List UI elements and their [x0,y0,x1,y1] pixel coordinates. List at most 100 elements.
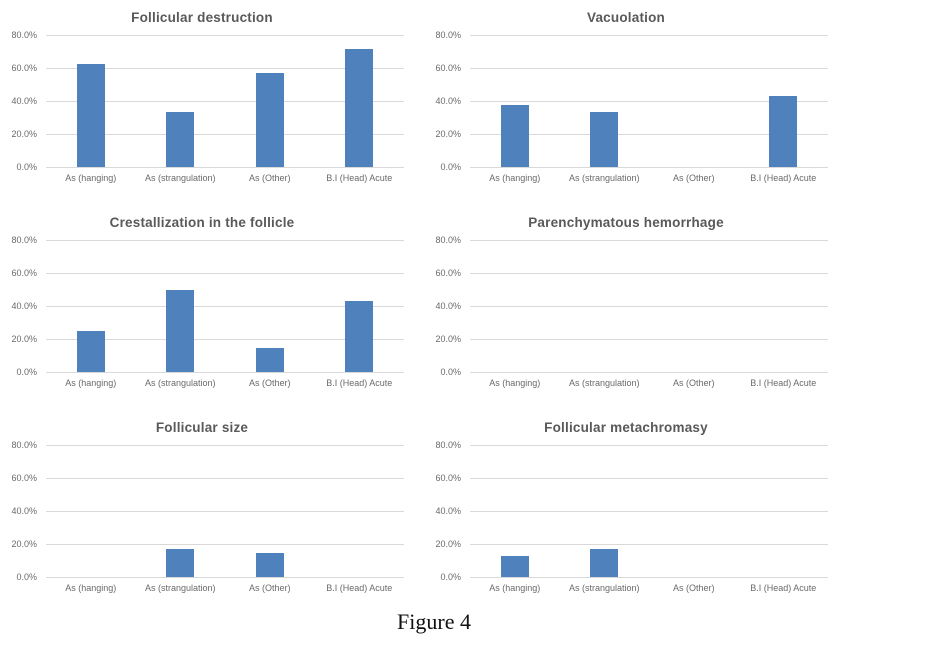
chart-title: Crestallization in the follicle [109,215,295,230]
bar-as-hanging [76,63,105,167]
y-axis: 80.0% 60.0% 40.0% 20.0% 0.0% [0,235,46,377]
y-axis-tick-label: 80.0% [435,440,461,450]
x-axis-category-label: As (Other) [672,173,715,183]
x-axis: As (hanging) As (strangulation) As (Other)… [46,577,404,593]
y-axis-tick-label: 20.0% [435,539,461,549]
y-axis-tick-label: 60.0% [435,63,461,73]
gridline [470,544,828,545]
y-axis-tick-label: 0.0% [16,162,37,172]
bar-as-hanging [500,556,529,577]
x-axis-category-label: As (hanging) [489,583,541,593]
chart-plot-area: 80.0% 60.0% 40.0% 20.0% 0.0% [424,235,828,377]
gridline [470,134,828,135]
gridline [46,134,404,135]
gridline [46,511,404,512]
gridline [470,511,828,512]
gridline [46,372,404,373]
bar-b-i-head-acute [769,96,798,167]
x-axis-category-label: As (Other) [248,378,291,388]
x-axis-category-label: As (hanging) [65,173,117,183]
y-axis-tick-label: 80.0% [11,30,37,40]
x-axis-category-label: As (hanging) [65,583,117,593]
bar-as-strangulation [166,289,195,372]
figure-caption: Figure 4 [397,609,471,634]
chart-crestallization-in-the-follicle: Crestallization in the follicle 80.0% 60.0… [0,213,404,388]
y-axis: 80.0% 60.0% 40.0% 20.0% 0.0% [0,440,46,582]
gridline [46,167,404,168]
gridline [470,167,828,168]
gridline [46,577,404,578]
gridline [46,306,404,307]
y-axis-tick-label: 40.0% [11,96,37,106]
chart-title: Vacuolation [587,10,665,25]
gridline [470,35,828,36]
gridline [46,68,404,69]
gridline [470,101,828,102]
x-axis: As (hanging) As (strangulation) As (Other)… [470,577,828,593]
bar-as-strangulation [166,112,195,167]
y-axis-tick-label: 20.0% [435,334,461,344]
y-axis-tick-label: 80.0% [11,235,37,245]
y-axis-tick-label: 40.0% [11,301,37,311]
chart-follicular-destruction: Follicular destruction 80.0% 60.0% 40.0% 20.… [0,8,404,183]
plot [470,445,828,578]
y-axis: 80.0% 60.0% 40.0% 20.0% 0.0% [424,440,470,582]
y-axis-tick-label: 40.0% [11,506,37,516]
x-axis-category-label: B.I (Head) Acute [750,173,817,183]
y-axis-tick-label: 40.0% [435,96,461,106]
x-axis-category-label: As (strangulation) [568,378,640,388]
chart-title: Follicular size [155,420,249,435]
x-axis-category-label: As (hanging) [489,173,541,183]
gridline [46,339,404,340]
gridline [46,240,404,241]
y-axis-tick-label: 0.0% [16,367,37,377]
x-axis-category-label: As (strangulation) [568,583,640,593]
x-axis-category-label: B.I (Head) Acute [750,583,817,593]
x-axis-category-label: As (strangulation) [144,583,216,593]
bar-as-hanging [76,330,105,372]
x-axis-category-label: As (Other) [248,583,291,593]
chart-follicular-metachromasy: Follicular metachromasy 80.0% 60.0% 40.0% 20… [424,418,828,593]
y-axis-tick-label: 80.0% [435,235,461,245]
figure-grid: Follicular destruction 80.0% 60.0% 40.0% 20.… [0,8,929,593]
plot [46,240,404,373]
y-axis-tick-label: 80.0% [435,30,461,40]
chart-plot-area: 80.0% 60.0% 40.0% 20.0% 0.0% [424,440,828,582]
plot [470,240,828,373]
x-axis: As (hanging) As (strangulation) As (Other)… [46,167,404,183]
x-axis-category-label: B.I (Head) Acute [750,378,817,388]
x-axis-category-label: B.I (Head) Acute [326,583,393,593]
plot [46,445,404,578]
chart-title: Follicular destruction [131,10,273,25]
gridline [46,445,404,446]
bar-b-i-head-acute [345,301,374,372]
chart-title: Follicular metachromasy [544,420,708,435]
y-axis-tick-label: 0.0% [16,572,37,582]
y-axis-tick-label: 20.0% [11,539,37,549]
bar-as-hanging [500,105,529,167]
bar-b-i-head-acute [345,49,374,167]
x-axis-category-label: As (strangulation) [144,173,216,183]
plot [46,35,404,168]
chart-plot-area: 80.0% 60.0% 40.0% 20.0% 0.0% [0,440,404,582]
chart-vacuolation: Vacuolation 80.0% 60.0% 40.0% 20.0% 0.0% As (h… [424,8,828,183]
y-axis-tick-label: 20.0% [435,129,461,139]
gridline [46,101,404,102]
gridline [470,240,828,241]
x-axis-category-label: B.I (Head) Acute [326,173,393,183]
chart-plot-area: 80.0% 60.0% 40.0% 20.0% 0.0% [0,235,404,377]
x-axis-category-label: B.I (Head) Acute [326,378,393,388]
gridline [470,445,828,446]
x-axis: As (hanging) As (strangulation) As (Other)… [470,372,828,388]
x-axis-category-label: As (Other) [672,378,715,388]
x-axis: As (hanging) As (strangulation) As (Other)… [470,167,828,183]
y-axis-tick-label: 20.0% [11,129,37,139]
gridline [46,478,404,479]
chart-plot-area: 80.0% 60.0% 40.0% 20.0% 0.0% [0,30,404,172]
gridline [470,339,828,340]
chart-plot-area: 80.0% 60.0% 40.0% 20.0% 0.0% [424,30,828,172]
chart-parenchymatous-hemorrhage: Parenchymatous hemorrhage 80.0% 60.0% 40.0%… [424,213,828,388]
gridline [46,544,404,545]
gridline [46,35,404,36]
